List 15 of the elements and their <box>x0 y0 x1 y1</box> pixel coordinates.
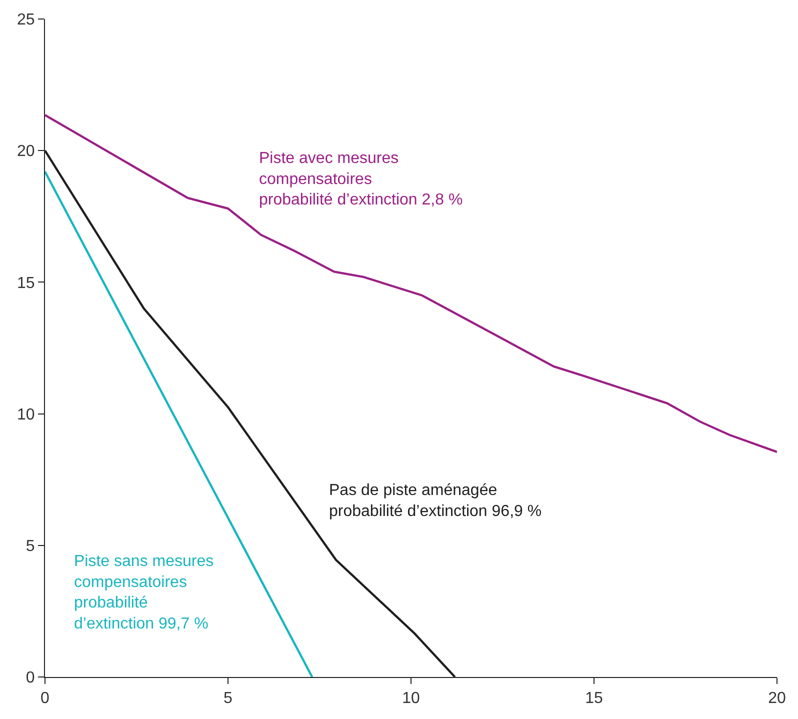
y-tick-label: 0 <box>26 670 35 687</box>
annotation: Pas de piste aménagée probabilité d’extinction 96,9 % <box>329 482 542 520</box>
x-tick-label: 10 <box>402 690 420 708</box>
line-series <box>45 114 777 454</box>
y-tick-label: 20 <box>17 143 35 160</box>
y-tick-label: 10 <box>17 406 35 424</box>
x-tick-label: 15 <box>585 690 603 708</box>
y-tick-label: 15 <box>17 274 35 292</box>
x-tick-label: 20 <box>768 690 786 708</box>
y-tick-label: 25 <box>17 12 35 29</box>
x-tick-label: 5 <box>224 690 233 708</box>
y-tick-label: 5 <box>26 538 35 555</box>
annotation: Piste sans mesures compensatoires probabilité d’extinction 99,7 % <box>74 553 214 632</box>
x-tick-label: 0 <box>40 690 50 708</box>
annotation: Piste avec mesures compensatoires probabilité d’extinction 2,8 % <box>259 150 463 209</box>
